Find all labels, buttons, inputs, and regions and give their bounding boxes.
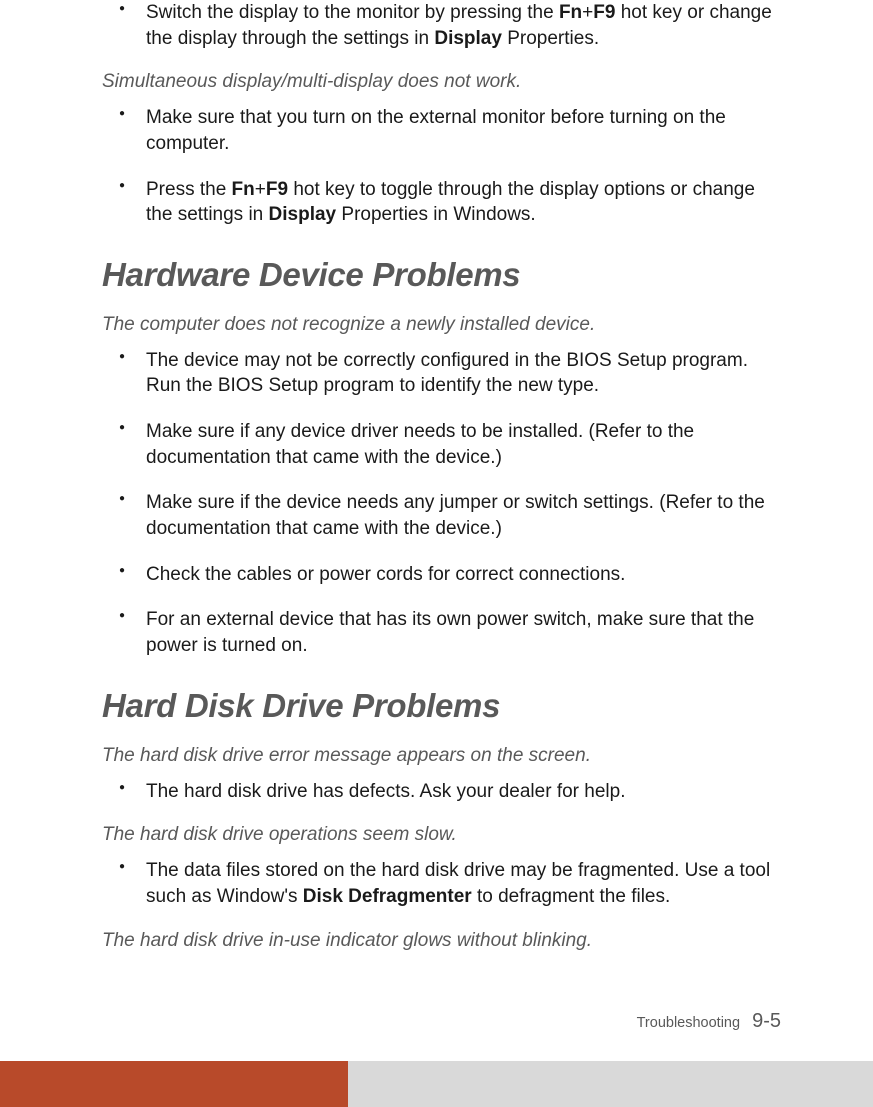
bold-display: Display [434, 28, 502, 49]
text-segment: + [582, 2, 593, 23]
hotkey-f9: F9 [266, 179, 288, 200]
issue-heading: The hard disk drive error message appear… [102, 745, 785, 767]
list-item: Press the Fn+F9 hot key to toggle throug… [102, 177, 785, 228]
list-item: Switch the display to the monitor by pre… [102, 0, 785, 51]
text-segment: Switch the display to the monitor by pre… [146, 2, 559, 23]
text-segment: + [255, 179, 266, 200]
text-segment: Properties. [502, 28, 599, 49]
issue-heading: The hard disk drive operations seem slow… [102, 824, 785, 846]
issue-heading: The computer does not recognize a newly … [102, 314, 785, 336]
section-heading-hardware: Hardware Device Problems [102, 256, 785, 294]
section2b-list: The data files stored on the hard disk d… [102, 858, 785, 909]
text-segment: Press the [146, 179, 232, 200]
hotkey-fn: Fn [559, 2, 582, 23]
footer-bar-gray [348, 1061, 873, 1107]
text-segment: to defragment the files. [472, 886, 671, 907]
page-content: Switch the display to the monitor by pre… [0, 0, 873, 952]
issue-heading: The hard disk drive in-use indicator glo… [102, 930, 785, 952]
footer-page-number: 9-5 [752, 1010, 781, 1032]
issue1-list: Make sure that you turn on the external … [102, 105, 785, 228]
section-heading-hdd: Hard Disk Drive Problems [102, 687, 785, 725]
list-item: The hard disk drive has defects. Ask you… [102, 779, 785, 805]
list-item: Make sure that you turn on the external … [102, 105, 785, 156]
footer-bar-red [0, 1061, 348, 1107]
footer-label: Troubleshooting 9-5 [637, 1010, 781, 1033]
bold-defragmenter: Disk Defragmenter [303, 886, 472, 907]
text-segment: Properties in Windows. [336, 204, 536, 225]
section1-list: The device may not be correctly configur… [102, 348, 785, 659]
hotkey-f9: F9 [593, 2, 615, 23]
list-item: For an external device that has its own … [102, 607, 785, 658]
footer-bar [0, 1061, 873, 1107]
bold-display: Display [269, 204, 337, 225]
issue-heading: Simultaneous display/multi-display does … [102, 71, 785, 93]
list-item: Check the cables or power cords for corr… [102, 562, 785, 588]
footer-section: Troubleshooting [637, 1015, 740, 1031]
list-item: The data files stored on the hard disk d… [102, 858, 785, 909]
list-item: The device may not be correctly configur… [102, 348, 785, 399]
hotkey-fn: Fn [232, 179, 255, 200]
list-item: Make sure if the device needs any jumper… [102, 490, 785, 541]
section2a-list: The hard disk drive has defects. Ask you… [102, 779, 785, 805]
list-item: Make sure if any device driver needs to … [102, 419, 785, 470]
intro-list: Switch the display to the monitor by pre… [102, 0, 785, 51]
